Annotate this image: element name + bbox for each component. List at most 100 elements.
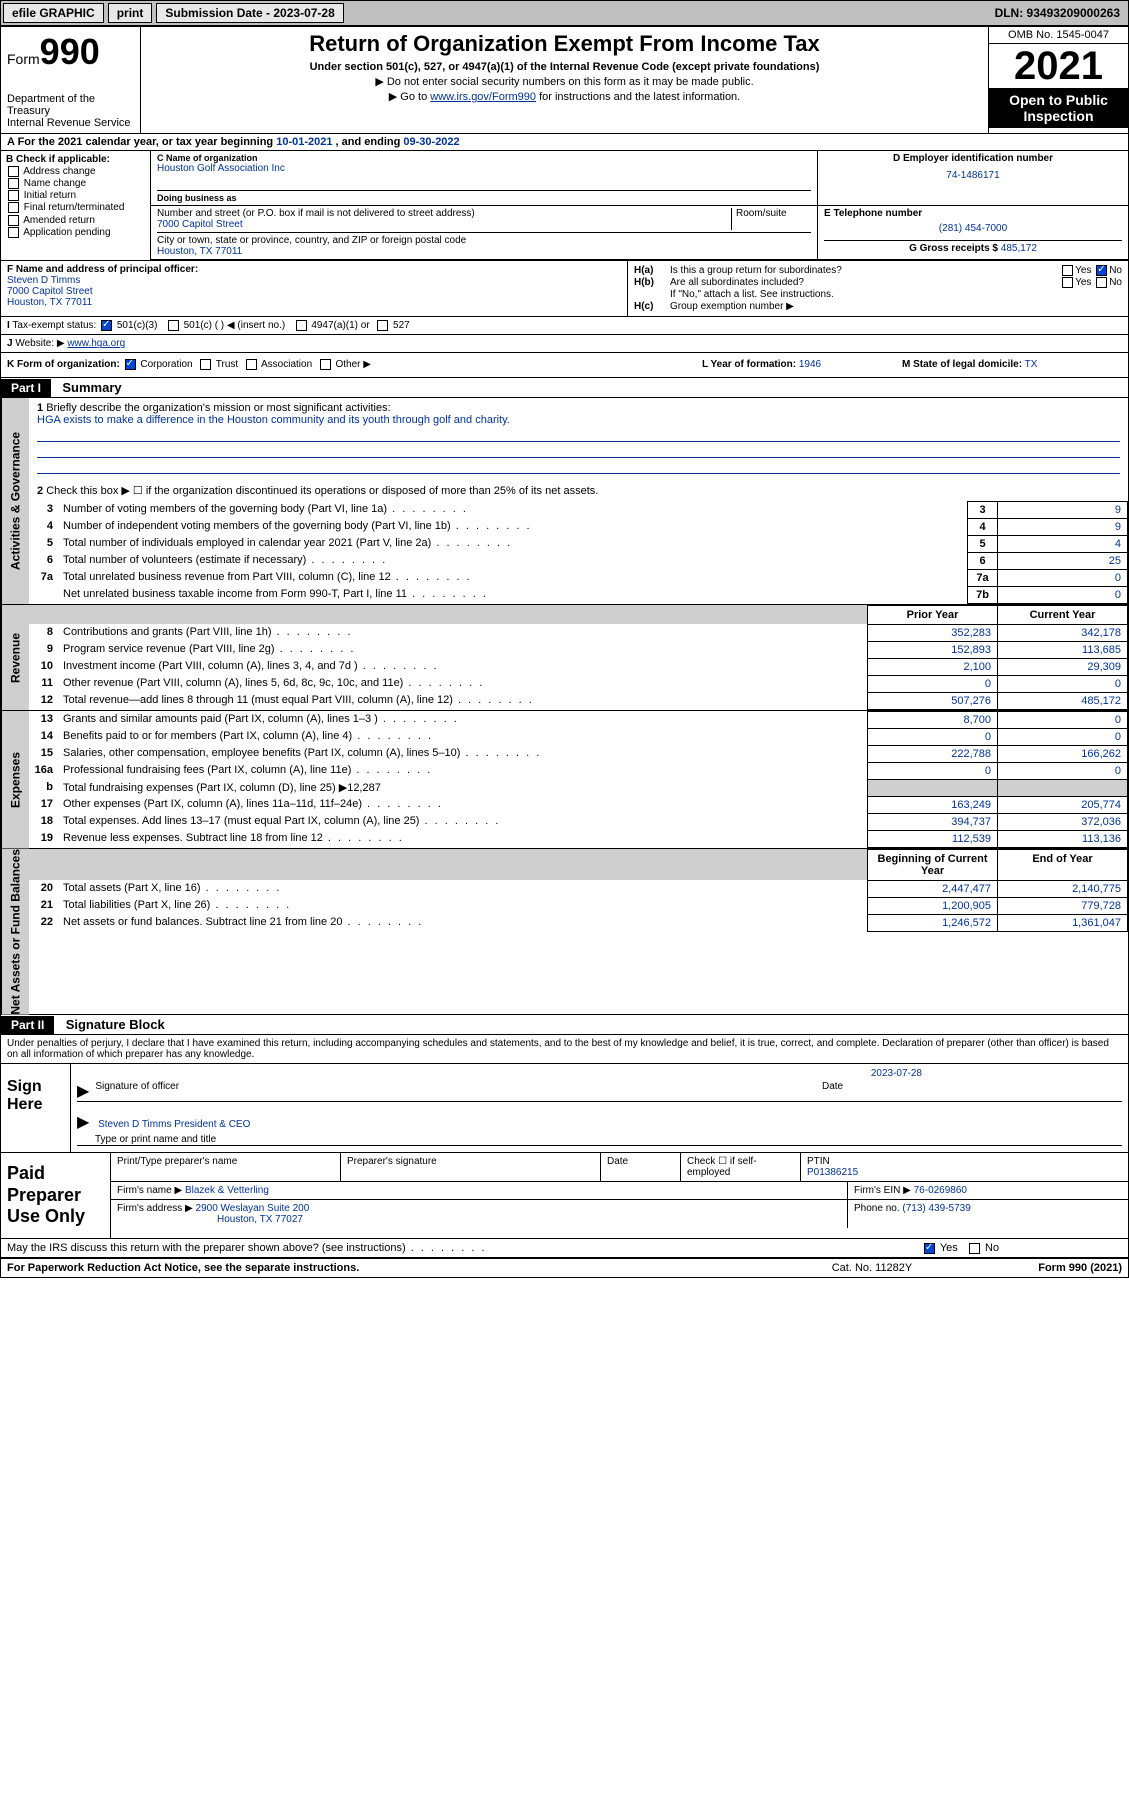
hc-label: H(c) <box>634 301 670 312</box>
ha-label: H(a) <box>634 265 670 276</box>
ty-begin: 10-01-2021 <box>276 136 332 148</box>
col-f: F Name and address of principal officer:… <box>1 261 628 316</box>
firm-name-label: Firm's name ▶ <box>117 1185 182 1196</box>
hb-text: Are all subordinates included? <box>670 277 1060 288</box>
part1-label: Part I <box>1 379 51 397</box>
form-title: Return of Organization Exempt From Incom… <box>151 31 978 57</box>
opt-corp: Corporation <box>140 360 192 371</box>
officer-addr1: 7000 Capitol Street <box>7 286 621 297</box>
chk-name-change[interactable]: Name change <box>6 178 145 189</box>
chk-trust[interactable] <box>200 359 211 370</box>
chk-527[interactable] <box>377 320 388 331</box>
omb-number: OMB No. 1545-0047 <box>989 27 1128 44</box>
chk-assoc[interactable] <box>246 359 257 370</box>
firm-ein-label: Firm's EIN ▶ <box>854 1185 911 1196</box>
hb-yes: Yes <box>1075 277 1091 288</box>
expenses-table: 13Grants and similar amounts paid (Part … <box>29 711 1128 848</box>
l-label: L Year of formation: <box>702 359 796 370</box>
chk-app-pending[interactable]: Application pending <box>6 227 145 238</box>
signature-block: Under penalties of perjury, I declare th… <box>1 1035 1128 1153</box>
col-e-g: E Telephone number (281) 454-7000 G Gros… <box>818 206 1128 259</box>
row-a-mid: , and ending <box>336 136 404 148</box>
part2-label: Part II <box>1 1016 54 1034</box>
chk-corp[interactable] <box>125 359 136 370</box>
part2-header: Part II Signature Block <box>1 1015 1128 1035</box>
hb-label: H(b) <box>634 277 670 288</box>
ha-yes: Yes <box>1075 265 1091 276</box>
street-address: 7000 Capitol Street <box>157 219 731 230</box>
submission-date: Submission Date - 2023-07-28 <box>156 3 343 23</box>
org-name-label: C Name of organization <box>157 153 811 163</box>
firm-phone-label: Phone no. <box>854 1203 900 1214</box>
chk-irs-yes[interactable] <box>924 1243 935 1254</box>
city-label: City or town, state or province, country… <box>157 235 466 246</box>
chk-final-return[interactable]: Final return/terminated <box>6 202 145 213</box>
cat-number: Cat. No. 11282Y <box>782 1262 962 1274</box>
self-employed-label: Check ☐ if self-employed <box>681 1153 801 1181</box>
header-left: Form990 Department of the Treasury Inter… <box>1 27 141 133</box>
opt-other: Other ▶ <box>335 360 370 371</box>
ptin-label: PTIN <box>807 1156 830 1167</box>
top-bar: efile GRAPHIC print Submission Date - 20… <box>0 0 1129 26</box>
goto-note: ▶ Go to www.irs.gov/Form990 for instruct… <box>151 90 978 103</box>
vtab-expenses: Expenses <box>1 711 29 848</box>
chk-amended[interactable]: Amended return <box>6 215 145 226</box>
i-text: Tax-exempt status: <box>12 320 96 331</box>
website-link[interactable]: www.hga.org <box>67 338 125 349</box>
sig-date-label: Date <box>822 1081 1122 1101</box>
header-mid: Return of Organization Exempt From Incom… <box>141 27 988 133</box>
gross-label: G Gross receipts $ <box>909 243 998 254</box>
phone-label: E Telephone number <box>824 208 1122 219</box>
m-label: M State of legal domicile: <box>902 359 1022 370</box>
officer-addr2: Houston, TX 77011 <box>7 297 621 308</box>
opt-501c3: 501(c)(3) <box>117 320 158 331</box>
hb-no: No <box>1109 277 1122 288</box>
section-fh: F Name and address of principal officer:… <box>1 261 1128 317</box>
preparer-name-label: Print/Type preparer's name <box>111 1153 341 1181</box>
irs-link[interactable]: www.irs.gov/Form990 <box>430 91 536 103</box>
hc-text: Group exemption number ▶ <box>670 301 1122 312</box>
goto-pre: ▶ Go to <box>389 91 430 103</box>
paid-preparer-block: Paid Preparer Use Only Print/Type prepar… <box>1 1153 1128 1239</box>
dln-label: DLN: 93493209000263 <box>995 6 1126 20</box>
chk-501c3[interactable] <box>101 320 112 331</box>
goto-post: for instructions and the latest informat… <box>536 91 740 103</box>
chk-4947[interactable] <box>296 320 307 331</box>
ty-end: 09-30-2022 <box>403 136 459 148</box>
firm-ein: 76-0269860 <box>914 1185 967 1196</box>
chk-address-change[interactable]: Address change <box>6 166 145 177</box>
form-word: Form <box>7 51 40 67</box>
year-formation: 1946 <box>799 359 821 370</box>
q1-num: 1 <box>37 402 43 414</box>
row-i: I Tax-exempt status: 501(c)(3) 501(c) ( … <box>1 317 1128 335</box>
type-name-label: Type or print name and title <box>95 1134 216 1145</box>
chk-irs-no[interactable] <box>969 1243 980 1254</box>
print-button[interactable]: print <box>108 3 153 23</box>
opt-4947: 4947(a)(1) or <box>311 320 369 331</box>
vtab-netassets: Net Assets or Fund Balances <box>1 849 29 1015</box>
org-name-cell: C Name of organization Houston Golf Asso… <box>151 151 818 205</box>
form-subtitle: Under section 501(c), 527, or 4947(a)(1)… <box>151 61 978 73</box>
section-netassets: Net Assets or Fund Balances Beginning of… <box>1 849 1128 1016</box>
row-k: K Form of organization: Corporation Trus… <box>1 353 1128 377</box>
mission-text: HGA exists to make a difference in the H… <box>37 414 1120 426</box>
netassets-table: Beginning of Current YearEnd of Year20To… <box>29 849 1128 932</box>
chk-other[interactable] <box>320 359 331 370</box>
ptin-value: P01386215 <box>807 1167 858 1178</box>
row-a: A For the 2021 calendar year, or tax yea… <box>1 134 1128 151</box>
firm-name: Blazek & Vetterling <box>185 1185 269 1196</box>
pra-notice: For Paperwork Reduction Act Notice, see … <box>7 1262 359 1274</box>
ein-label: D Employer identification number <box>824 153 1122 164</box>
ein-value: 74-1486171 <box>824 170 1122 181</box>
irs-label: Internal Revenue Service <box>7 117 134 129</box>
chk-501c[interactable] <box>168 320 179 331</box>
irs-no: No <box>985 1242 999 1254</box>
ha-text: Is this a group return for subordinates? <box>670 265 1060 276</box>
chk-initial-return[interactable]: Initial return <box>6 190 145 201</box>
form-footer: Form 990 (2021) <box>962 1262 1122 1274</box>
col-b-header: B Check if applicable: <box>6 154 145 165</box>
section-governance: Activities & Governance 1 Briefly descri… <box>1 398 1128 605</box>
ssn-note: ▶ Do not enter social security numbers o… <box>151 75 978 88</box>
opt-trust: Trust <box>216 360 238 371</box>
paid-preparer-label: Paid Preparer Use Only <box>1 1153 111 1238</box>
